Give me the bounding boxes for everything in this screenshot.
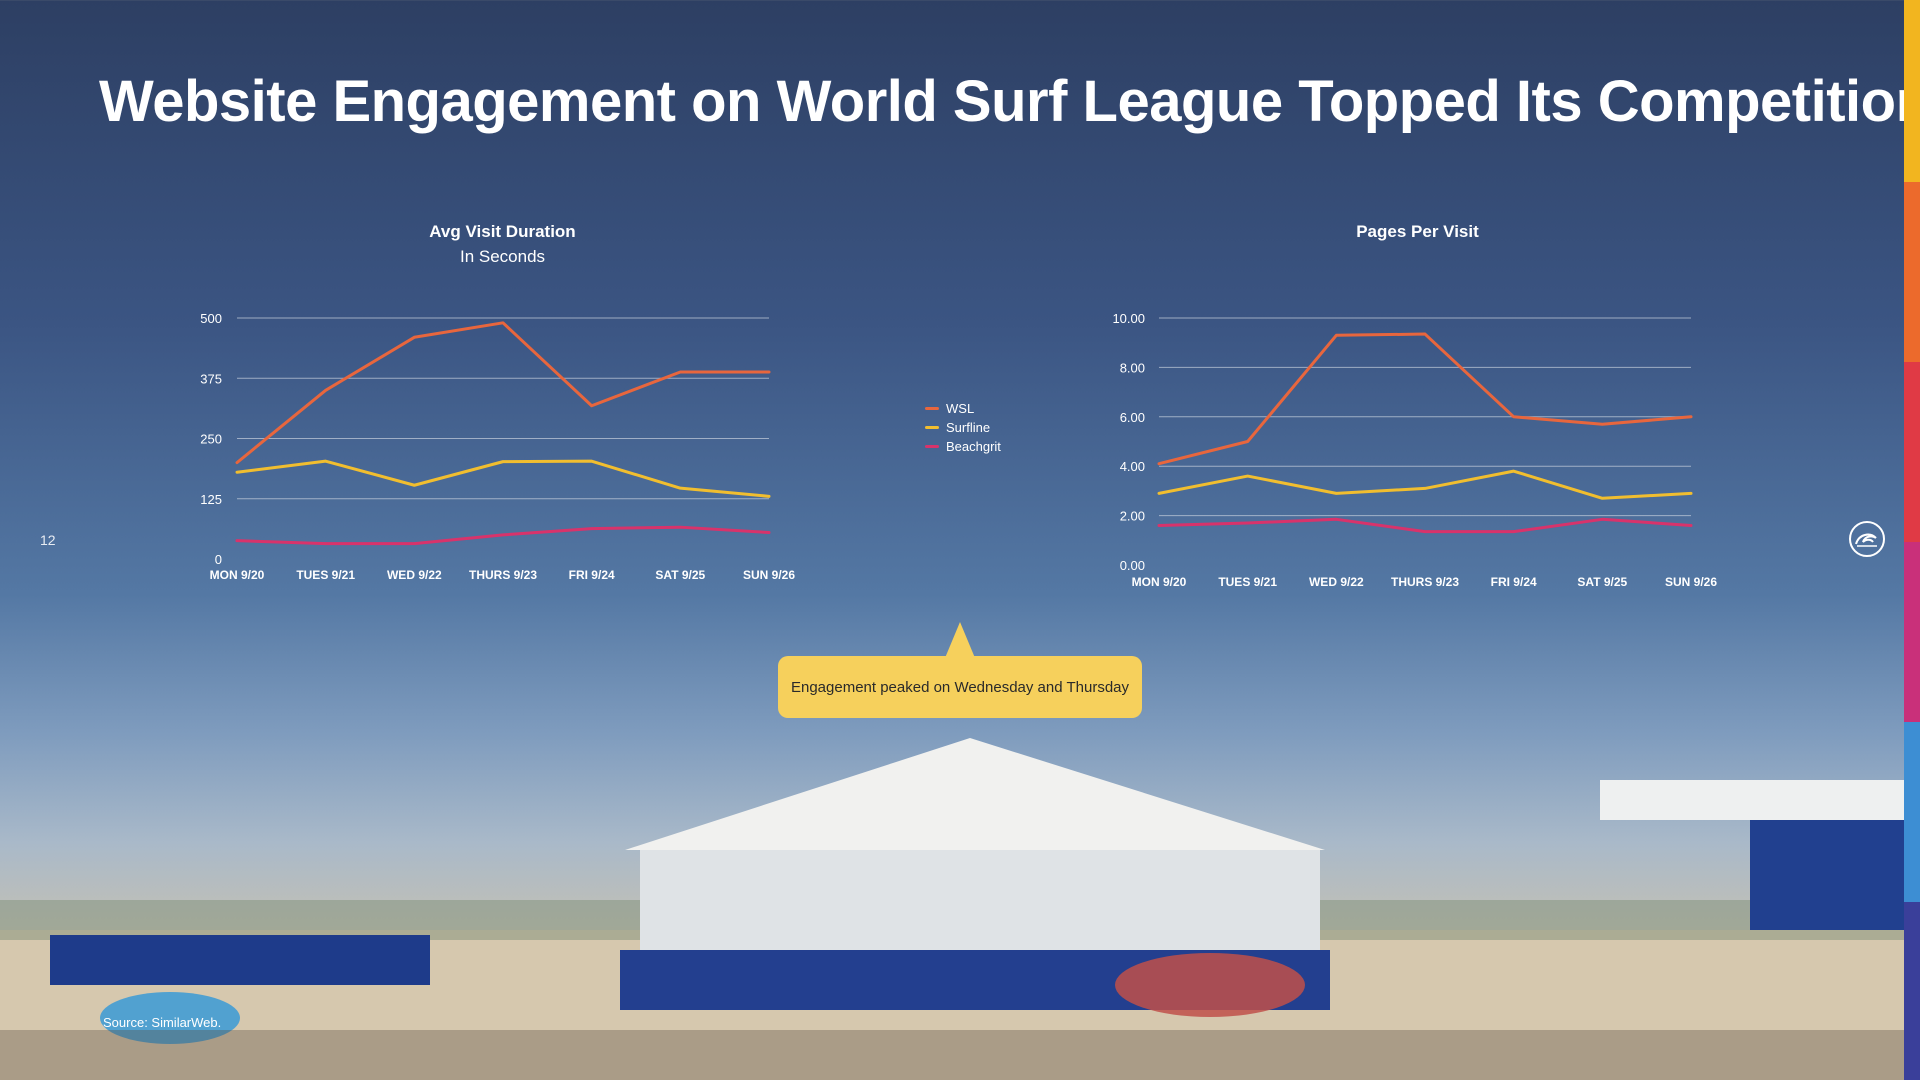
chart-1-y-tick-label: 375 [200,371,222,386]
sidebar-color-strip-5 [1904,722,1920,902]
chart-2-y-tick-label: 8.00 [1120,360,1145,375]
chart-2-x-tick-label: TUES 9/21 [1218,575,1277,589]
chart-2-series-surfline-line [1157,469,1693,500]
sidebar-color-strip-6 [1904,902,1920,1080]
chart-1-title-block: Avg Visit Duration In Seconds [400,222,605,267]
legend-label-beachgrit: Beachgrit [946,439,1001,454]
chart-2-x-tick-label: WED 9/22 [1309,575,1364,589]
chart-2-y-tick-label: 6.00 [1120,410,1145,425]
chart-1-x-tick-label: TUES 9/21 [296,568,355,582]
legend-swatch-wsl [925,407,939,410]
chart-1-x-tick-label: FRI 9/24 [569,568,615,582]
slide-title: Website Engagement on World Surf League … [99,69,1920,134]
wsl-wave-logo-icon[interactable] [1849,521,1885,557]
legend-item-surfline: Surfline [925,418,1001,437]
chart-2-y-tick-label: 10.00 [1112,311,1145,326]
chart-2-series-beachgrit-line [1157,517,1693,534]
chart-1-x-tick-label: MON 9/20 [210,568,265,582]
chart-1-series-surfline-line [235,459,771,498]
chart-1-x-tick-label: THURS 9/23 [469,568,537,582]
callout-pointer [945,622,975,658]
chart-2-title: Pages Per Visit [1356,222,1479,241]
chart-1-title: Avg Visit Duration [429,222,576,241]
page-number: 12 [40,532,56,548]
legend-item-beachgrit: Beachgrit [925,437,1001,456]
chart-1-x-tick-label: WED 9/22 [387,568,442,582]
chart-2-x-tick-label: SAT 9/25 [1577,575,1627,589]
chart-1-series-wsl-line [235,321,771,465]
chart-2-y-tick-label: 0.00 [1120,558,1145,573]
callout-text: Engagement peaked on Wednesday and Thurs… [790,678,1130,696]
chart-2-x-tick-label: FRI 9/24 [1491,575,1537,589]
chart-1-x-tick-label: SUN 9/26 [743,568,795,582]
legend-swatch-beachgrit [925,445,939,448]
chart-2-x-tick-label: SUN 9/26 [1665,575,1717,589]
chart-1-y-tick-label: 0 [215,552,222,567]
chart-1-y-tick-label: 250 [200,432,222,447]
legend-item-wsl: WSL [925,399,1001,418]
legend: WSL Surfline Beachgrit [925,399,1001,456]
chart-2-series-wsl-line [1157,332,1693,466]
legend-label-surfline: Surfline [946,420,991,435]
chart-1-subtitle: In Seconds [459,247,546,266]
chart-2-title-block: Pages Per Visit [1300,222,1535,242]
sidebar-color-strip-2 [1904,182,1920,362]
legend-swatch-surfline [925,426,939,429]
wave-icon [1855,533,1877,547]
sidebar-color-strip-4 [1904,542,1920,722]
chart-2-x-tick-label: THURS 9/23 [1391,575,1459,589]
legend-label-wsl: WSL [946,401,975,416]
sidebar-color-strip-3 [1904,362,1920,542]
beach-scene-background [0,738,1904,1080]
chart-1-series-beachgrit-line [235,525,771,546]
chart-2-y-tick-label: 2.00 [1120,509,1145,524]
chart-1-y-tick-label: 500 [200,311,222,326]
chart-2-x-tick-label: MON 9/20 [1132,575,1187,589]
callout-box: Engagement peaked on Wednesday and Thurs… [778,656,1142,718]
source-note: Source: SimilarWeb. [103,1015,222,1030]
sidebar-color-strip-1 [1904,0,1920,182]
chart-1-y-tick-label: 125 [200,492,222,507]
chart-2-y-tick-label: 4.00 [1120,459,1145,474]
chart-1-x-tick-label: SAT 9/25 [655,568,705,582]
